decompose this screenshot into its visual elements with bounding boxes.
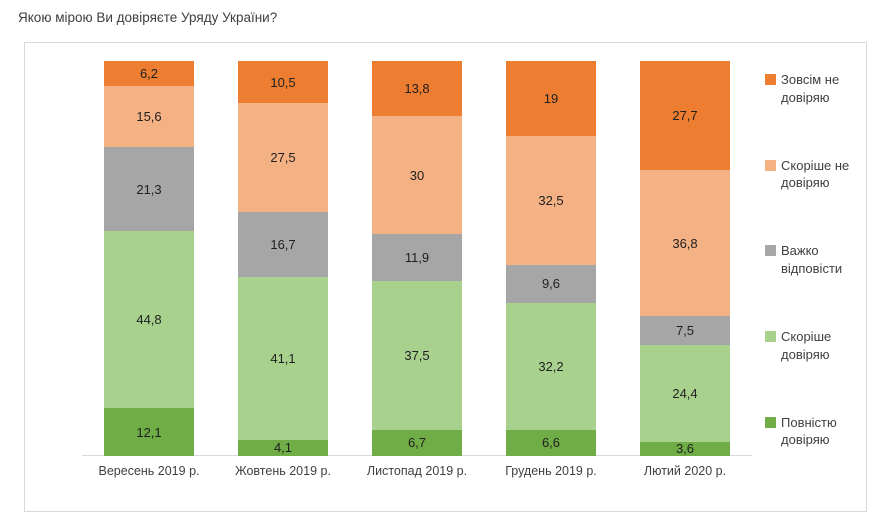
bar-segment: 10,5	[238, 61, 328, 103]
data-label: 11,9	[404, 250, 430, 266]
bar-segment: 36,8	[640, 170, 730, 316]
bar-segment: 19	[506, 61, 596, 137]
x-axis-labels: Вересень 2019 р. Жовтень 2019 р. Листопад …	[82, 464, 752, 478]
legend-label: Важко відповісти	[781, 243, 843, 276]
bar-segment: 15,6	[104, 85, 194, 148]
stacked-bar: 3,6 24,4 7,5 36,8 27,7	[640, 61, 730, 456]
legend-marker	[765, 245, 776, 257]
bar-segment: 3,6	[640, 441, 730, 457]
data-label: 13,8	[404, 81, 430, 97]
data-label: 27,5	[270, 149, 296, 165]
legend-marker	[765, 159, 776, 171]
data-label: 19	[543, 91, 559, 107]
legend-marker	[765, 416, 776, 428]
legend: Зовсім не довіряю Скоріше не довіряю Важко…	[765, 71, 881, 449]
legend-item: Зовсім не довіряю	[765, 71, 881, 106]
bar-segment: 4,1	[238, 439, 328, 456]
data-label: 12,1	[136, 424, 162, 440]
bars-group: 12,1 44,8 21,3 15,6 6,2 4,1 41,1 16,7 27,5 10,5 6,…	[82, 60, 752, 456]
legend-item: Скоріше довіряю	[765, 328, 881, 363]
legend-marker	[765, 331, 776, 343]
bar-segment: 7,5	[640, 315, 730, 346]
legend-label: Скоріше не довіряю	[781, 157, 850, 191]
legend-marker	[765, 74, 776, 85]
stacked-bar: 4,1 41,1 16,7 27,5 10,5	[238, 61, 328, 456]
bar-segment: 6,2	[104, 61, 194, 86]
data-label: 30	[409, 167, 425, 183]
data-label: 16,7	[270, 236, 296, 252]
bar-segment: 44,8	[104, 231, 194, 409]
bar-slot: 6,6 32,2 9,6 32,5 19	[484, 60, 618, 456]
data-label: 3,6	[675, 441, 695, 457]
bar-segment: 13,8	[372, 61, 462, 116]
data-label: 21,3	[136, 181, 162, 197]
bar-segment: 24,4	[640, 345, 730, 442]
legend-label: Скоріше довіряю	[781, 329, 832, 362]
bar-segment: 21,3	[104, 147, 194, 232]
data-label: 27,7	[672, 108, 698, 124]
legend-item: Важко відповісти	[765, 242, 881, 277]
bar-segment: 32,2	[506, 302, 596, 430]
x-axis-label: Листопад 2019 р.	[366, 464, 468, 478]
bar-segment: 41,1	[238, 277, 328, 440]
legend-label: Повністю довіряю	[781, 414, 837, 448]
stacked-bar: 6,7 37,5 11,9 30 13,8	[372, 61, 462, 456]
data-label: 15,6	[136, 108, 162, 124]
bar-segment: 16,7	[238, 211, 328, 278]
data-label: 37,5	[404, 347, 430, 363]
data-label: 24,4	[672, 386, 698, 402]
bar-segment: 30	[372, 115, 462, 235]
x-axis-label: Жовтень 2019 р.	[235, 464, 331, 478]
bar-slot: 4,1 41,1 16,7 27,5 10,5	[216, 60, 350, 456]
bar-segment: 27,5	[238, 102, 328, 212]
x-axis-label: Вересень 2019 р.	[98, 464, 200, 478]
bar-slot: 6,7 37,5 11,9 30 13,8	[350, 60, 484, 456]
data-label: 36,8	[672, 235, 698, 251]
chart-container: 12,1 44,8 21,3 15,6 6,2 4,1 41,1 16,7 27,5 10,5 6,…	[24, 42, 867, 512]
bar-segment: 37,5	[372, 281, 462, 430]
x-axis-label: Лютий 2020 р.	[643, 464, 727, 478]
bar-segment: 27,7	[640, 61, 730, 171]
bar-segment: 6,7	[372, 429, 462, 456]
data-label: 6,6	[541, 435, 561, 451]
bar-segment: 9,6	[506, 264, 596, 303]
data-label: 6,7	[407, 435, 427, 451]
bar-segment: 11,9	[372, 234, 462, 282]
legend-item: Повністю довіряю	[765, 414, 881, 449]
x-axis-label: Грудень 2019 р.	[505, 464, 597, 478]
stacked-bar: 6,6 32,2 9,6 32,5 19	[506, 61, 596, 456]
legend-label: Зовсім не довіряю	[781, 72, 840, 105]
data-label: 44,8	[136, 312, 162, 328]
data-label: 32,5	[538, 193, 564, 209]
bar-segment: 6,6	[506, 429, 596, 456]
bar-slot: 3,6 24,4 7,5 36,8 27,7	[618, 60, 752, 456]
data-label: 6,2	[139, 65, 159, 81]
bar-slot: 12,1 44,8 21,3 15,6 6,2	[82, 60, 216, 456]
bar-segment: 12,1	[104, 408, 194, 456]
data-label: 32,2	[538, 358, 564, 374]
data-label: 10,5	[270, 74, 296, 90]
data-label: 41,1	[270, 351, 296, 367]
stacked-bar: 12,1 44,8 21,3 15,6 6,2	[104, 61, 194, 456]
data-label: 9,6	[541, 276, 561, 292]
data-label: 4,1	[273, 440, 293, 456]
chart-title: Якою мірою Ви довіряєте Уряду України?	[18, 10, 278, 25]
legend-item: Скоріше не довіряю	[765, 157, 881, 192]
bar-segment: 32,5	[506, 136, 596, 265]
data-label: 7,5	[675, 323, 695, 339]
